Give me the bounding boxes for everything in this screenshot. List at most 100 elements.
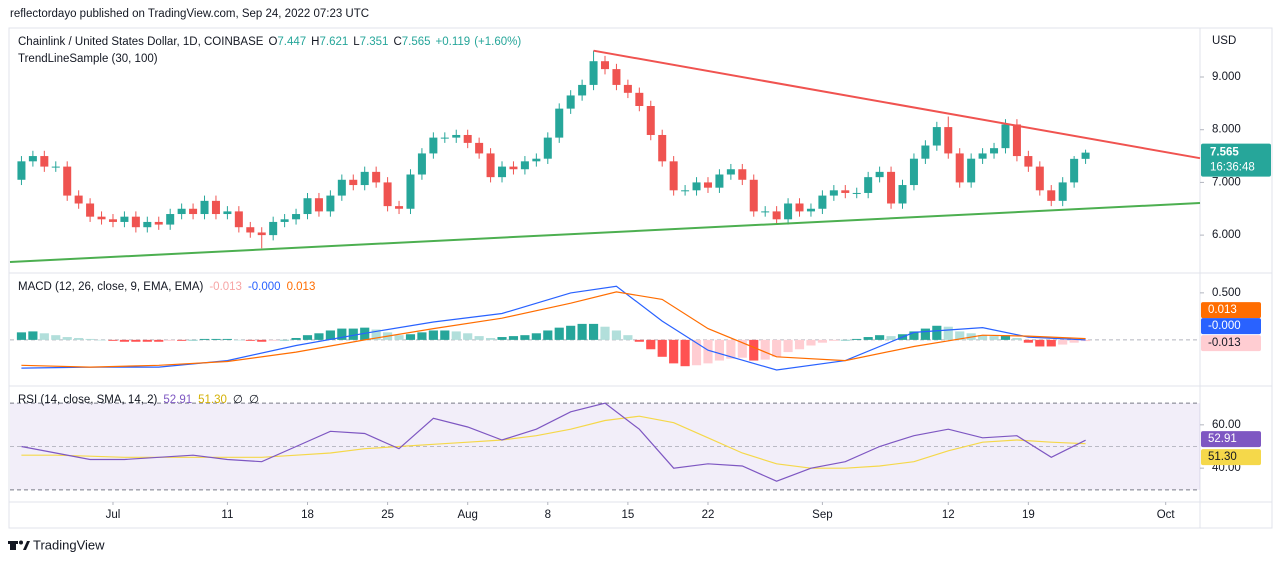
- histogram-bar: [1012, 337, 1022, 340]
- candle-body: [97, 216, 106, 220]
- histogram-bar: [840, 339, 850, 341]
- histogram-bar: [588, 323, 599, 340]
- candle-body: [658, 134, 667, 162]
- x-tick-label: 8: [545, 509, 551, 521]
- histogram-bar: [154, 339, 164, 342]
- candle-body: [40, 156, 49, 167]
- candle-body: [383, 182, 392, 207]
- y-tick-label: 9.000: [1212, 71, 1241, 83]
- histogram-bar: [463, 333, 473, 340]
- signal-value: 0.013: [287, 281, 316, 293]
- histogram-bar: [119, 339, 129, 342]
- histogram-bar: [737, 339, 747, 358]
- histogram-bar: [794, 339, 805, 350]
- candle-body: [806, 208, 815, 212]
- histogram-bar: [955, 331, 965, 340]
- candle-body: [715, 174, 724, 188]
- indicator-line: [21, 415, 1086, 469]
- candle-body: [726, 169, 735, 175]
- subtitle: TrendLineSample (30, 100): [18, 53, 158, 65]
- candle-body: [166, 214, 175, 225]
- candle-body: [829, 190, 838, 196]
- histogram-bar: [600, 326, 610, 340]
- pane-title: RSI (14, close, SMA, 14, 2): [18, 394, 158, 406]
- x-tick-label: 19: [1022, 509, 1035, 521]
- change: +0.119: [436, 36, 471, 48]
- candle-body: [372, 171, 381, 183]
- countdown: 16:36:48: [1210, 162, 1255, 174]
- candle-body: [921, 145, 930, 159]
- candle-body: [1058, 182, 1067, 201]
- histogram-bar: [520, 335, 530, 340]
- x-tick-label: 22: [702, 509, 715, 521]
- y-tick-label: 6.000: [1212, 229, 1241, 241]
- candle-body: [120, 216, 129, 222]
- y-tick-label: 60.00: [1212, 419, 1241, 431]
- histogram-bar: [245, 339, 255, 341]
- rsi-sma-value: 51.30: [198, 394, 227, 406]
- candle-body: [1012, 124, 1021, 157]
- pane-header: RSI (14, close, SMA, 14, 2) 52.91 51.30 ∅ ∅: [18, 394, 259, 406]
- rsi-value: 52.91: [163, 394, 192, 406]
- candle-body: [337, 179, 346, 196]
- candle-body: [452, 134, 461, 138]
- histogram-bar: [783, 339, 793, 353]
- ohlc-prefix: L: [353, 36, 360, 48]
- candle-body: [578, 84, 587, 96]
- candle-body: [932, 127, 941, 146]
- candle-body: [280, 219, 289, 222]
- histogram-bar: [234, 339, 244, 341]
- histogram-bar: [531, 333, 541, 340]
- histogram-bar: [703, 339, 713, 364]
- y-tick-label: 8.000: [1212, 124, 1241, 136]
- candle-body: [292, 214, 301, 220]
- histogram-bar: [646, 339, 656, 350]
- y-tick-label: 0.500: [1212, 287, 1241, 299]
- candle-body: [498, 166, 507, 178]
- candle-body: [990, 148, 999, 154]
- candle-body: [234, 211, 243, 228]
- histogram-bar: [680, 339, 690, 367]
- candle-body: [200, 200, 209, 215]
- histogram-bar: [417, 332, 427, 340]
- histogram-bar: [85, 338, 95, 340]
- candle-body: [86, 203, 95, 217]
- histogram-bar: [440, 330, 450, 340]
- histogram-bar: [1058, 339, 1068, 345]
- candle-body: [864, 177, 873, 193]
- candle-body: [463, 134, 472, 143]
- trend-line: [593, 49, 1201, 160]
- histogram-bar: [428, 330, 438, 340]
- candle-body: [51, 166, 60, 168]
- footer-logo: [8, 540, 30, 550]
- candle-body: [600, 61, 610, 70]
- candle-body: [566, 95, 575, 109]
- histogram-bar: [1000, 335, 1011, 340]
- ohlc-value: 7.621: [319, 36, 348, 48]
- x-tick-label: Jul: [106, 509, 121, 521]
- histogram-bar: [62, 337, 72, 340]
- x-tick-label: 15: [621, 509, 634, 521]
- histogram-bar: [199, 338, 210, 340]
- histogram-bar: [508, 336, 519, 340]
- candle-body: [486, 153, 495, 178]
- candle-body: [669, 161, 678, 191]
- candle-body: [623, 84, 632, 93]
- x-tick-label: Sep: [812, 509, 832, 521]
- frame: [8, 27, 1273, 529]
- histogram-bar: [142, 339, 152, 342]
- candle-body: [74, 195, 83, 204]
- indicator-line: [21, 402, 1086, 482]
- candle-body: [1035, 166, 1044, 191]
- ohlc-prefix: C: [393, 36, 401, 48]
- ohlc-value: 7.447: [277, 36, 306, 48]
- histogram-bar: [875, 335, 885, 340]
- pane-header: Chainlink / United States Dollar, 1D, CO…: [18, 36, 521, 48]
- histogram-bar: [714, 339, 724, 361]
- candle-body: [269, 221, 278, 236]
- candle-body: [17, 161, 26, 180]
- ohlc-value: 7.565: [402, 36, 431, 48]
- candle-body: [955, 153, 964, 183]
- macd-tag: -0.000: [1208, 320, 1241, 332]
- histogram-bar: [1035, 339, 1045, 347]
